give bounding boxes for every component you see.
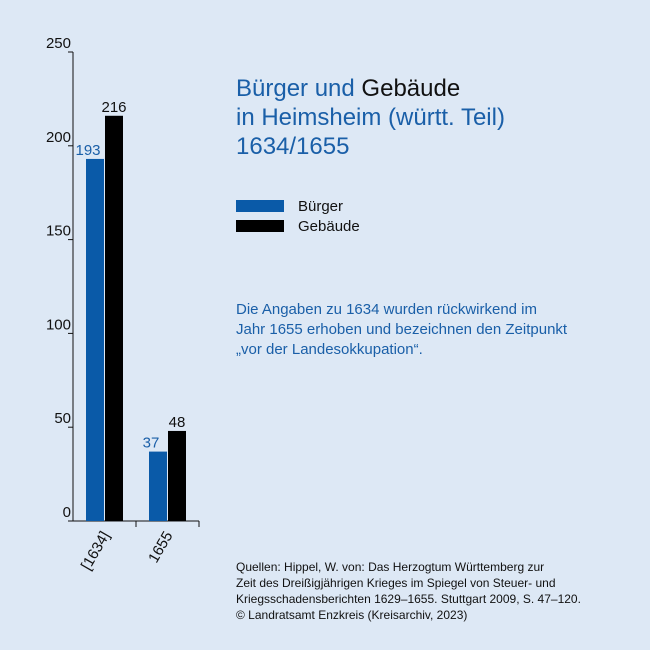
source-citation: Quellen: Hippel, W. von: Das Herzogtum W… xyxy=(236,559,636,623)
y-tick-label: 150 xyxy=(46,223,71,240)
chart-title-part-2: Gebäude xyxy=(361,75,461,102)
chart-title-part-1: Bürger und xyxy=(236,75,355,102)
chart-title-line-1: Bürger und Gebäude xyxy=(236,74,505,103)
chart-title-line-3: 1634/1655 xyxy=(236,133,350,160)
legend-item-gebaeude: Gebäude xyxy=(236,216,360,236)
legend-swatch-buerger xyxy=(236,200,284,212)
legend-item-buerger: Bürger xyxy=(236,196,360,216)
source-line-2: Zeit des Dreißigjährigen Krieges im Spie… xyxy=(236,576,556,590)
bar-buerger-0 xyxy=(86,158,104,521)
chart-title-line-2: in Heimsheim (württ. Teil) xyxy=(236,104,505,131)
note-line-2: Jahr 1655 erhoben und bezeichnen den Zei… xyxy=(236,321,568,338)
y-tick-label: 0 xyxy=(63,504,71,521)
x-tick-label: [1634] xyxy=(78,529,114,574)
bar-buerger-1 xyxy=(149,451,167,521)
data-label-gebaeude-1: 48 xyxy=(169,414,186,431)
note-line-1: Die Angaben zu 1634 wurden rückwirkend i… xyxy=(236,301,538,318)
source-line-1: Quellen: Hippel, W. von: Das Herzogtum W… xyxy=(236,560,545,574)
legend-label-buerger: Bürger xyxy=(298,197,344,215)
legend-label-gebaeude: Gebäude xyxy=(298,217,360,235)
source-line-3: Kriegsschadensberichten 1629–1655. Stutt… xyxy=(236,592,581,606)
y-tick-label: 50 xyxy=(54,410,71,427)
y-tick-label: 100 xyxy=(46,316,71,333)
data-label-buerger-0: 193 xyxy=(75,142,100,159)
y-tick-label: 250 xyxy=(46,35,71,52)
note-line-3: „vor der Landesokkupation“. xyxy=(236,341,423,358)
bar-gebaeude-1 xyxy=(168,430,186,521)
data-label-buerger-1: 37 xyxy=(143,435,160,452)
y-tick-label: 200 xyxy=(46,129,71,146)
chart-note: Die Angaben zu 1634 wurden rückwirkend i… xyxy=(236,300,636,360)
chart-title: Bürger und Gebäude in Heimsheim (württ. … xyxy=(236,74,505,161)
bar-gebaeude-0 xyxy=(105,115,123,521)
x-tick-label: 1655 xyxy=(145,529,176,566)
legend: Bürger Gebäude xyxy=(236,196,360,236)
legend-swatch-gebaeude xyxy=(236,220,284,232)
data-label-gebaeude-0: 216 xyxy=(101,99,126,116)
source-line-4: © Landratsamt Enzkreis (Kreisarchiv, 202… xyxy=(236,608,468,622)
